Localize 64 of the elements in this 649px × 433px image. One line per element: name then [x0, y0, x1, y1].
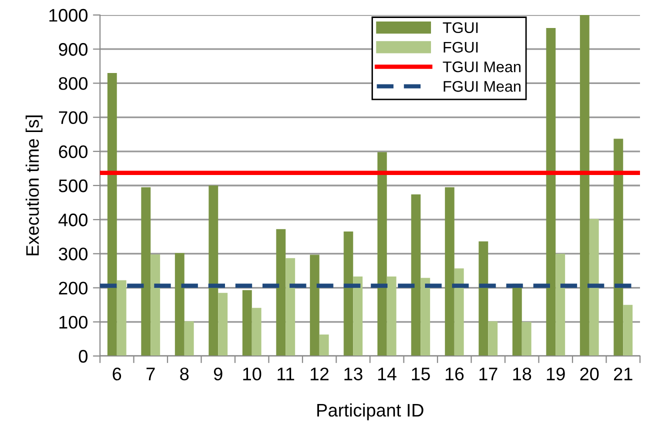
- x-tick-label: 8: [180, 368, 189, 380]
- y-tick-label: 900: [58, 43, 88, 56]
- y-tick-label: 1000: [49, 8, 88, 22]
- x-tick-label: 21: [614, 368, 632, 380]
- x-tick-label: 12: [310, 368, 329, 380]
- bar: [377, 152, 387, 356]
- legend-label: FGUI Mean: [444, 81, 520, 92]
- bar: [478, 241, 488, 356]
- y-tick-label: 800: [58, 77, 88, 90]
- x-tick-label: 20: [580, 368, 599, 380]
- y-tick-label: 0: [78, 350, 88, 363]
- y-tick-label: 400: [58, 214, 88, 226]
- bar: [184, 321, 194, 356]
- y-tick-label: 200: [58, 282, 88, 295]
- bar: [386, 276, 396, 356]
- x-tick-label: 13: [344, 368, 362, 380]
- legend-label: TGUI Mean: [442, 61, 520, 72]
- bar: [116, 280, 126, 356]
- bar: [319, 334, 329, 356]
- bar: [344, 232, 354, 356]
- bar: [556, 254, 566, 356]
- bar: [546, 28, 556, 356]
- bar: [276, 229, 286, 356]
- x-axis-title: Participant ID: [317, 403, 424, 420]
- bar: [623, 304, 633, 356]
- x-tick-label: 15: [412, 368, 430, 380]
- bar: [174, 253, 184, 356]
- bar: [580, 15, 590, 356]
- bar: [488, 321, 498, 356]
- x-tick-label: 18: [513, 368, 532, 380]
- y-tick-label: 300: [58, 248, 88, 260]
- x-tick-label: 19: [546, 368, 565, 380]
- bar: [242, 290, 252, 356]
- bar: [454, 268, 464, 356]
- x-tick-label: 11: [278, 368, 294, 380]
- bar: [444, 187, 454, 356]
- bar: [614, 138, 624, 356]
- y-tick-label: 100: [59, 316, 88, 329]
- bar: [141, 187, 151, 356]
- bar: [208, 186, 218, 356]
- x-tick-label: 14: [378, 368, 396, 380]
- bar: [310, 254, 320, 356]
- bar: [420, 278, 430, 356]
- bar: [150, 254, 160, 356]
- x-tick-label: 17: [479, 368, 498, 380]
- legend-label: FGUI: [444, 42, 478, 53]
- bar: [353, 276, 363, 356]
- x-tick-label: 9: [214, 368, 222, 380]
- bar: [252, 308, 262, 356]
- y-tick-label: 700: [59, 111, 88, 124]
- x-tick-label: 6: [112, 368, 122, 380]
- bar: [107, 72, 117, 356]
- x-tick-label: 16: [446, 368, 464, 380]
- bar: [218, 292, 228, 356]
- y-tick-label: 500: [58, 179, 88, 192]
- legend-label: TGUI: [442, 22, 478, 34]
- y-axis-title: Execution time [s]: [26, 116, 42, 256]
- x-tick-label: 10: [243, 368, 262, 380]
- bar: [286, 258, 296, 356]
- bar: [522, 322, 532, 356]
- bar: [411, 194, 421, 356]
- y-tick-label: 600: [58, 145, 88, 158]
- bar: [589, 218, 599, 356]
- x-tick-label: 7: [146, 368, 155, 380]
